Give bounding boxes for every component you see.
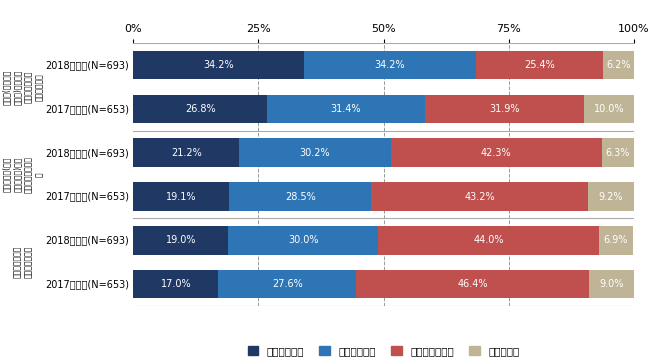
Text: 2018年調査(N=693): 2018年調査(N=693) bbox=[46, 60, 129, 70]
Bar bbox=[304, 51, 476, 79]
Text: 2017年調査(N=653): 2017年調査(N=653) bbox=[46, 104, 129, 114]
Bar bbox=[589, 270, 634, 298]
Bar bbox=[588, 182, 634, 211]
Bar bbox=[599, 226, 633, 255]
Text: テレワーク(モバ
イルワーク)の制
度が整備されてい
る: テレワーク(モバ イルワーク)の制 度が整備されてい る bbox=[2, 156, 44, 193]
Text: 6.2%: 6.2% bbox=[606, 60, 630, 70]
Bar bbox=[391, 139, 602, 167]
Text: 25.4%: 25.4% bbox=[524, 60, 554, 70]
Bar bbox=[218, 270, 356, 298]
Bar bbox=[424, 95, 584, 123]
Bar bbox=[603, 51, 634, 79]
Bar bbox=[133, 226, 228, 255]
Text: 9.2%: 9.2% bbox=[599, 192, 623, 202]
Bar bbox=[133, 270, 218, 298]
Text: 2017年調査(N=653): 2017年調査(N=653) bbox=[46, 192, 129, 202]
Bar bbox=[133, 182, 229, 211]
Bar bbox=[378, 226, 599, 255]
Text: 6.3%: 6.3% bbox=[606, 148, 630, 158]
Legend: 実施中である, 検討中である, 実施していない, わからない: 実施中である, 検討中である, 実施していない, わからない bbox=[248, 346, 519, 356]
Bar bbox=[372, 182, 588, 211]
Bar bbox=[228, 226, 378, 255]
Text: 19.1%: 19.1% bbox=[166, 192, 196, 202]
Text: 31.4%: 31.4% bbox=[331, 104, 361, 114]
Bar bbox=[356, 270, 589, 298]
Bar bbox=[584, 95, 634, 123]
Text: 9.0%: 9.0% bbox=[599, 279, 623, 289]
Text: 働き方(ワークス
タイル)整革が経
営目標として掲
げられている: 働き方(ワークス タイル)整革が経 営目標として掲 げられている bbox=[2, 69, 44, 105]
Text: 28.5%: 28.5% bbox=[285, 192, 315, 202]
Text: 10.0%: 10.0% bbox=[594, 104, 625, 114]
Text: 2018年調査(N=693): 2018年調査(N=693) bbox=[46, 148, 129, 158]
Text: 26.8%: 26.8% bbox=[185, 104, 216, 114]
Text: 30.2%: 30.2% bbox=[300, 148, 330, 158]
Bar bbox=[229, 182, 372, 211]
Bar bbox=[602, 139, 634, 167]
Text: 34.2%: 34.2% bbox=[374, 60, 406, 70]
Text: 42.3%: 42.3% bbox=[481, 148, 512, 158]
Bar bbox=[133, 95, 267, 123]
Text: 19.0%: 19.0% bbox=[166, 235, 196, 245]
Bar bbox=[133, 51, 304, 79]
Text: 在宅勤務制度が
整備されている: 在宅勤務制度が 整備されている bbox=[13, 246, 33, 278]
Text: 46.4%: 46.4% bbox=[458, 279, 488, 289]
Bar bbox=[267, 95, 424, 123]
Text: 2018年調査(N=693): 2018年調査(N=693) bbox=[46, 235, 129, 245]
Bar bbox=[133, 139, 239, 167]
Text: 34.2%: 34.2% bbox=[203, 60, 234, 70]
Text: 44.0%: 44.0% bbox=[473, 235, 504, 245]
Bar bbox=[239, 139, 391, 167]
Text: 17.0%: 17.0% bbox=[161, 279, 191, 289]
Text: 31.9%: 31.9% bbox=[489, 104, 519, 114]
Text: 30.0%: 30.0% bbox=[288, 235, 318, 245]
Text: 21.2%: 21.2% bbox=[171, 148, 202, 158]
Text: 43.2%: 43.2% bbox=[464, 192, 495, 202]
Text: 27.6%: 27.6% bbox=[272, 279, 303, 289]
Text: 2017年調査(N=653): 2017年調査(N=653) bbox=[46, 279, 129, 289]
Bar bbox=[476, 51, 603, 79]
Text: 6.9%: 6.9% bbox=[604, 235, 628, 245]
